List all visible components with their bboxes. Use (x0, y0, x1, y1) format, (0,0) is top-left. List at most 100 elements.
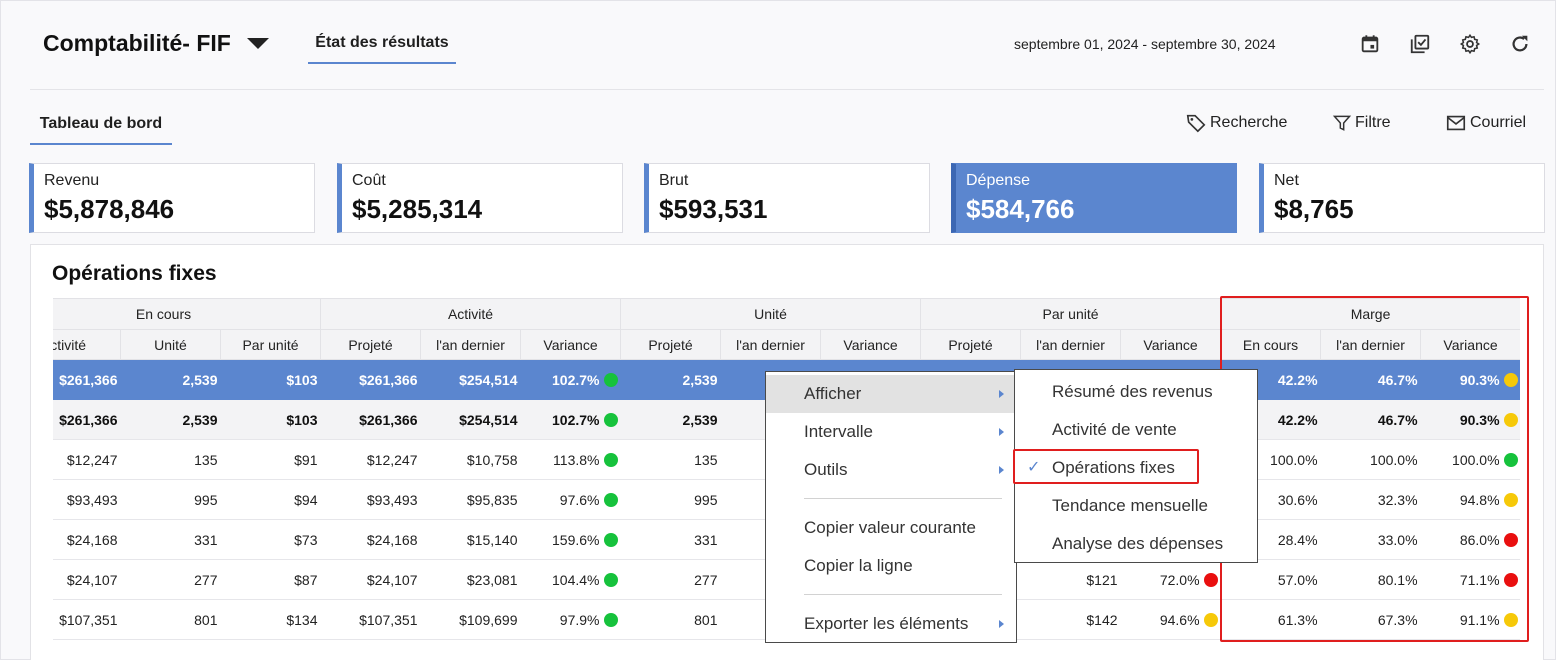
menu-item-label: Outils (804, 460, 848, 479)
column-header[interactable]: Unité (120, 329, 221, 360)
cell-value: $24,168 (66, 531, 118, 548)
table-cell: 100.0% (1320, 439, 1421, 480)
column-header[interactable]: Projeté (620, 329, 721, 360)
table-cell: 94.8% (1420, 479, 1520, 520)
cell-value: 90.3% (1459, 371, 1500, 388)
table-cell: 90.3% (1420, 359, 1520, 400)
menu-divider (804, 594, 1002, 595)
column-header[interactable]: Variance (1120, 329, 1222, 360)
chevron-down-icon[interactable] (246, 38, 269, 49)
table-row[interactable]: $24,107 277 $87 $24,107 $23,081 104.4% 277 $121… (53, 559, 1520, 600)
cell-value: $261,366 (359, 411, 418, 428)
date-range[interactable]: septembre 01, 2024 - septembre 30, 2024 (1014, 36, 1276, 52)
check-icon: ✓ (1027, 459, 1041, 476)
cell-value: $254,514 (459, 411, 518, 428)
column-header[interactable]: l'an dernier (1020, 329, 1122, 360)
table-cell: $254,514 (420, 359, 521, 400)
calendar-icon[interactable] (1356, 30, 1384, 58)
table-cell: 2,539 (620, 359, 721, 400)
menu-item-copy-row[interactable]: Copier la ligne (766, 547, 1016, 585)
table-cell: $24,168 (53, 519, 121, 560)
submenu-afficher: Résumé des revenus Activité de vente ✓ O… (1014, 369, 1258, 563)
search-button[interactable]: Recherche (1185, 112, 1287, 134)
menu-item-outils[interactable]: Outils (766, 451, 1016, 489)
cell-value: 72.0% (1159, 571, 1200, 588)
cell-value: 801 (694, 611, 718, 628)
gear-icon[interactable] (1456, 30, 1484, 58)
cell-value: $103 (286, 371, 318, 388)
kpi-value: $5,285,314 (352, 194, 483, 224)
table-cell: 80.1% (1320, 559, 1421, 600)
column-header[interactable]: Variance (520, 329, 621, 360)
table-cell: 801 (620, 599, 721, 640)
table-cell: $10,758 (420, 439, 521, 480)
tab-income-statement[interactable]: État des résultats (308, 26, 456, 64)
column-header[interactable]: l'an dernier (1320, 329, 1422, 360)
column-header[interactable]: l'an dernier (420, 329, 521, 360)
filter-button[interactable]: Filtre (1332, 112, 1391, 134)
menu-item-copy-value[interactable]: Copier valeur courante (766, 509, 1016, 547)
table-cell: 135 (120, 439, 221, 480)
menu-item-export[interactable]: Exporter les éléments (766, 605, 1016, 643)
kpi-card-gross[interactable]: Brut $593,531 (644, 163, 930, 233)
menu-item-afficher[interactable]: Afficher (766, 375, 1016, 413)
column-header[interactable]: En cours (1220, 329, 1322, 360)
kpi-card-revenue[interactable]: Revenu $5,878,846 (29, 163, 315, 233)
cell-value: 97.6% (559, 491, 600, 508)
table-cell: $142 (1020, 599, 1121, 640)
menu-item-intervalle[interactable]: Intervalle (766, 413, 1016, 451)
cell-value: 46.7% (1377, 371, 1418, 388)
submenu-item-expense-analysis[interactable]: Analyse des dépenses (1052, 534, 1224, 553)
group-header: Unité (619, 298, 922, 330)
tab-dashboard[interactable]: Tableau de bord (30, 106, 172, 145)
submenu-item-monthly-trend[interactable]: Tendance mensuelle (1052, 496, 1208, 515)
cell-value: 995 (194, 491, 218, 508)
menu-item-label: Copier la ligne (804, 556, 913, 575)
cell-value: $93,493 (66, 491, 118, 508)
submenu-item-revenue-summary[interactable]: Résumé des revenus (1052, 382, 1213, 401)
cell-value: 32.3% (1377, 491, 1418, 508)
cell-value: $91 (294, 451, 318, 468)
table-cell: 71.1% (1420, 559, 1520, 600)
cell-value: 71.1% (1459, 571, 1500, 588)
cell-value: $95,835 (466, 491, 518, 508)
cell-value: $103 (286, 411, 318, 428)
kpi-card-expense[interactable]: Dépense $584,766 (951, 163, 1237, 233)
table-cell: 331 (120, 519, 221, 560)
cell-value: $261,366 (59, 371, 118, 388)
status-dot-icon (603, 532, 618, 547)
email-button[interactable]: Courriel (1445, 112, 1526, 134)
kpi-card-net[interactable]: Net $8,765 (1259, 163, 1545, 233)
kpi-value: $5,878,846 (44, 194, 175, 224)
status-dot-icon (1503, 372, 1518, 387)
cell-value: 277 (194, 571, 218, 588)
cell-value: 30.6% (1277, 491, 1318, 508)
cell-value: 102.7% (552, 411, 600, 428)
table-cell: $261,366 (53, 399, 121, 440)
column-header[interactable]: l'an dernier (720, 329, 821, 360)
kpi-label: Net (1274, 172, 1299, 189)
group-header: Marge (1220, 298, 1520, 330)
cell-value: $94 (294, 491, 318, 508)
checklist-icon[interactable] (1406, 30, 1434, 58)
submenu-item-fixed-operations[interactable]: ✓ Opérations fixes (1015, 449, 1257, 487)
table-cell: $109,699 (420, 599, 521, 640)
refresh-icon[interactable] (1506, 30, 1534, 58)
cell-value: 94.8% (1459, 491, 1500, 508)
column-header[interactable]: Variance (819, 329, 922, 360)
kpi-card-cost[interactable]: Coût $5,285,314 (337, 163, 623, 233)
column-header[interactable]: Projeté (320, 329, 421, 360)
table-cell: 32.3% (1320, 479, 1421, 520)
cell-value: $24,107 (66, 571, 118, 588)
column-header[interactable]: Par unité (220, 329, 321, 360)
column-header[interactable]: Variance (1420, 329, 1520, 360)
app-title-dropdown[interactable]: Comptabilité- FIF (43, 30, 269, 57)
status-dot-icon (1503, 612, 1518, 627)
submenu-item-sales-activity[interactable]: Activité de vente (1052, 420, 1177, 439)
kpi-value: $8,765 (1274, 194, 1354, 224)
table-cell: $94 (220, 479, 321, 520)
table-cell: 995 (620, 479, 721, 520)
column-header[interactable]: Projeté (920, 329, 1022, 360)
column-header[interactable]: Activité (53, 329, 121, 360)
table-cell: 97.9% (520, 599, 621, 640)
